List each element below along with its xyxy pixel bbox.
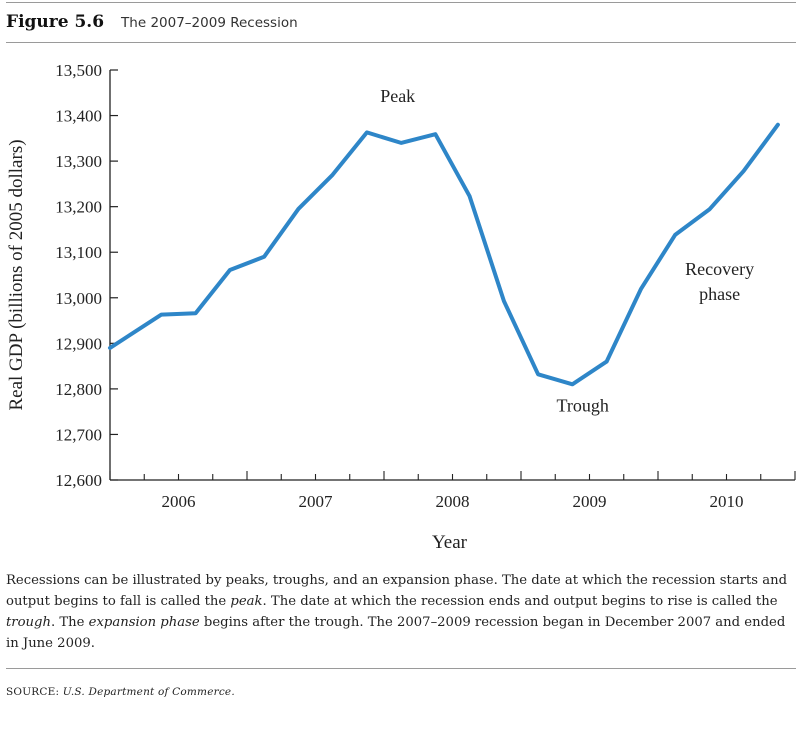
caption-term-peak: peak [230, 594, 263, 609]
gdp-line-chart: 12,600 12,700 12,800 12,900 13,000 13,100 13,2… [6, 61, 796, 553]
x-axis-ticks: 2006 2007 2008 2009 2010 [109, 471, 796, 511]
caption-rule [6, 668, 796, 669]
source-note: SOURCE: U.S. Department of Commerce. [6, 686, 235, 698]
caption-text-4: begins after the trough. The 2007–2009 r… [6, 615, 786, 651]
source-label: SOURCE: [6, 686, 63, 698]
y-axis-label: Real GDP (billions of 2005 dollars) [6, 139, 27, 410]
annotation-label: phase [699, 284, 740, 304]
figure-caption: Recessions can be illustrated by peaks, … [6, 570, 798, 654]
caption-text-3: . The [50, 615, 89, 630]
x-tick-label: 2009 [573, 492, 607, 511]
y-tick-label: 12,900 [55, 334, 102, 353]
figure-header: Figure 5.6 The 2007–2009 Recession [6, 12, 298, 32]
x-tick-label: 2010 [710, 492, 744, 511]
caption-term-expansion: expansion phase [88, 615, 200, 630]
annotations: Peak Trough Recovery phase [380, 86, 754, 416]
gdp-series-line [108, 122, 780, 387]
figure-title: The 2007–2009 Recession [121, 15, 298, 31]
y-tick-label: 13,100 [55, 243, 102, 262]
y-tick-label: 13,500 [55, 61, 102, 80]
annotation-label: Trough [556, 396, 608, 416]
caption-term-trough: trough [6, 615, 51, 630]
x-tick-label: 2008 [436, 492, 470, 511]
y-tick-label: 13,400 [55, 107, 102, 126]
y-tick-label: 13,200 [55, 198, 102, 217]
caption-text-1: Recessions can be illustrated by peaks, … [6, 573, 788, 609]
top-rule [6, 2, 796, 3]
y-axis-ticks: 12,600 12,700 12,800 12,900 13,000 13,100 13,2… [55, 61, 118, 490]
y-tick-label: 12,700 [55, 425, 102, 444]
source-text: U.S. Department of Commerce. [62, 686, 235, 698]
x-tick-label: 2007 [299, 492, 334, 511]
header-rule [6, 42, 796, 43]
figure-label: Figure 5.6 [6, 12, 105, 32]
y-tick-label: 12,600 [55, 471, 102, 490]
caption-text-2: . The date at which the recession ends a… [262, 594, 778, 609]
x-tick-label: 2006 [162, 492, 196, 511]
y-tick-label: 12,800 [55, 380, 102, 399]
annotation-label: Recovery [685, 259, 754, 279]
y-tick-label: 13,300 [55, 152, 102, 171]
x-axis-label: Year [432, 532, 468, 553]
y-tick-label: 13,000 [55, 289, 102, 308]
annotation-label: Peak [380, 86, 415, 106]
